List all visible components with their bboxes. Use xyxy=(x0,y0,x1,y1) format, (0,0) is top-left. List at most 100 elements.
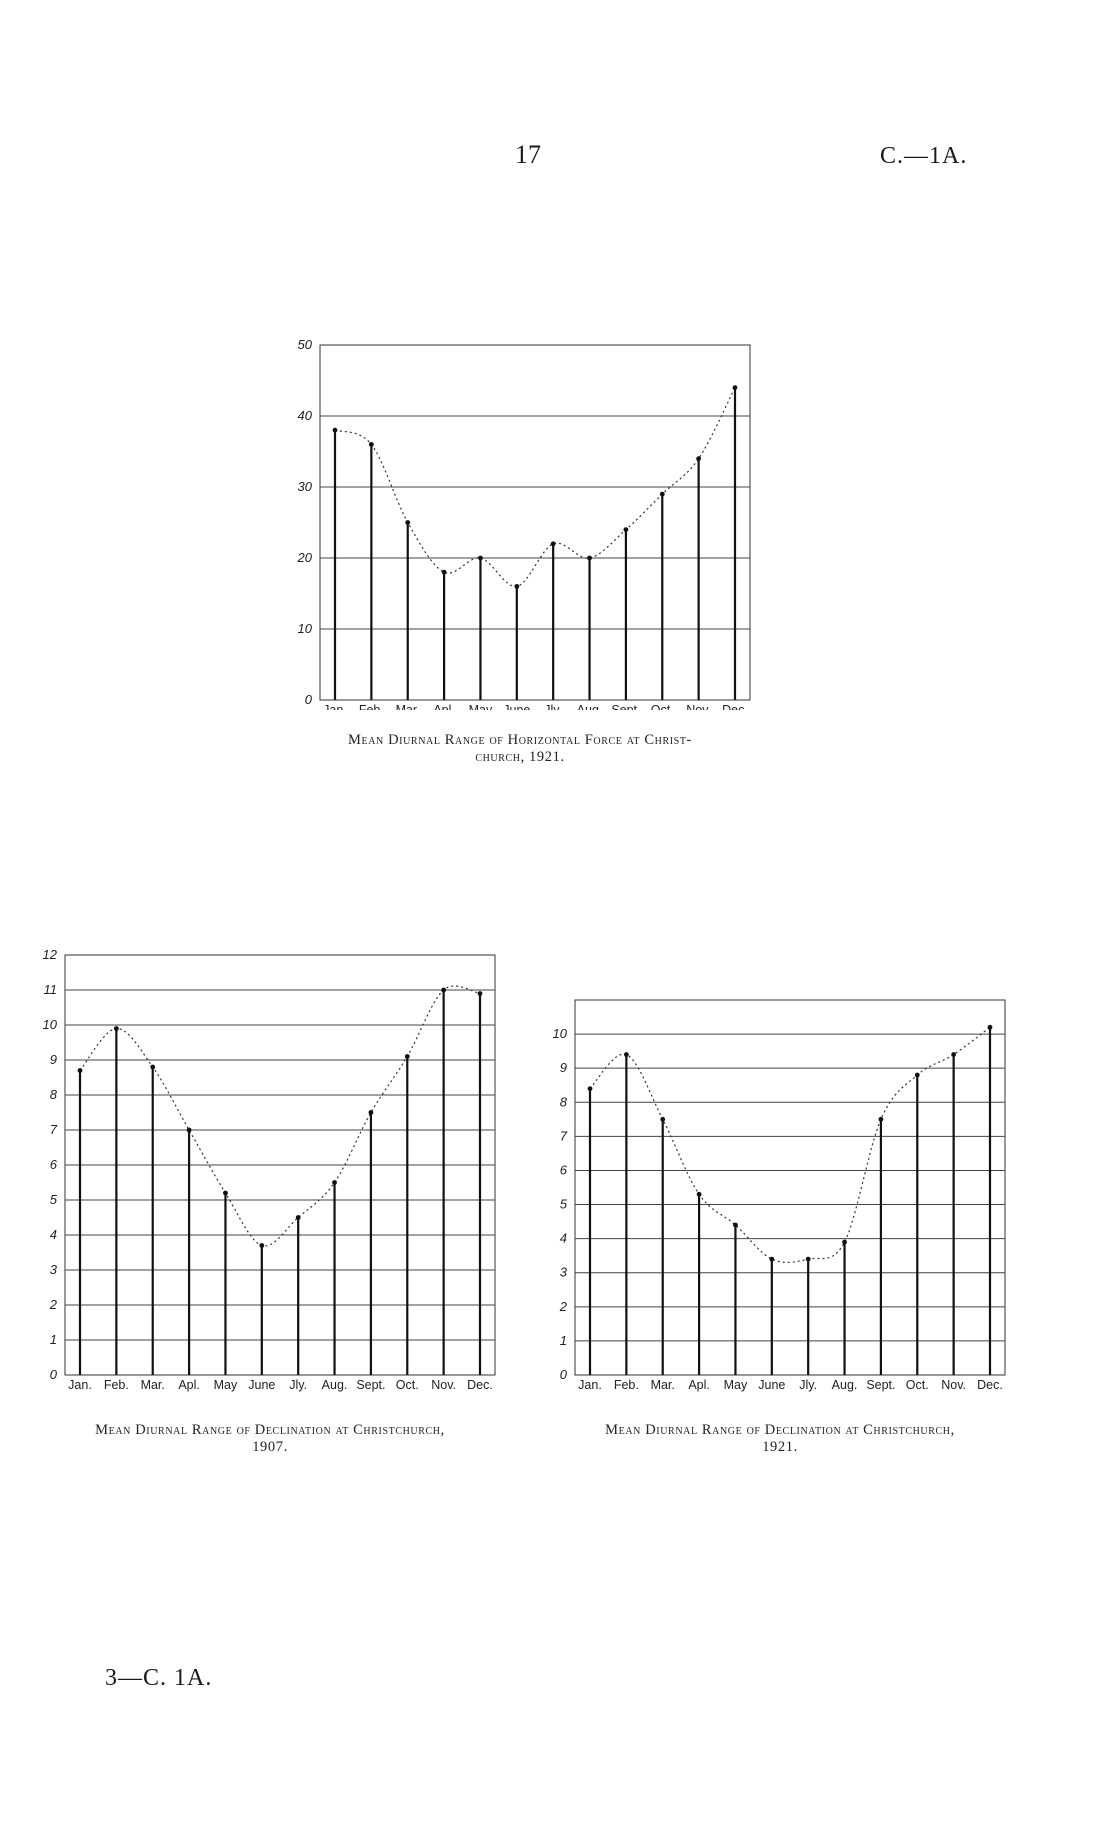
x-tick-label: June xyxy=(503,703,530,710)
data-point xyxy=(77,1068,83,1073)
x-tick-label: Apl. xyxy=(688,1378,710,1392)
chart-title-horizontal-force: Mean Diurnal Range of Horizontal Force a… xyxy=(270,732,770,766)
x-tick-label: Sept. xyxy=(866,1378,895,1392)
x-tick-label: Oct. xyxy=(906,1378,929,1392)
data-point xyxy=(914,1072,920,1078)
y-tick-label: 7 xyxy=(50,1122,58,1137)
y-tick-label: 50 xyxy=(298,337,313,352)
x-tick-label: Jly. xyxy=(289,1378,307,1392)
data-point xyxy=(987,1024,993,1030)
data-point xyxy=(514,584,520,589)
data-point xyxy=(405,520,411,525)
data-point xyxy=(878,1116,884,1122)
data-point xyxy=(368,1110,374,1115)
x-tick-label: Sept. xyxy=(356,1378,385,1392)
chart-horizontal-force-1921: 0 10 20 30 40 50 Jan. Feb. Mar. Apl. May June Jly. Au… xyxy=(297,337,751,710)
x-tick-label: May xyxy=(214,1378,238,1392)
data-point xyxy=(186,1127,192,1133)
chart-title-line1: Mean Diurnal Range of Horizontal Force a… xyxy=(348,732,692,748)
data-point xyxy=(732,385,738,390)
y-tick-label: 0 xyxy=(560,1367,568,1382)
y-tick-label: 9 xyxy=(50,1052,57,1067)
x-tick-label: Jly. xyxy=(799,1378,817,1392)
page-number: 17 xyxy=(515,140,541,169)
x-tick-label: Oct. xyxy=(651,703,674,710)
data-point xyxy=(113,1026,119,1031)
x-tick-label: Mar. xyxy=(651,1378,675,1392)
y-tick-label: 8 xyxy=(50,1087,58,1102)
x-tick-label: Dec. xyxy=(467,1378,493,1392)
data-point xyxy=(441,987,447,993)
x-tick-label: Feb. xyxy=(614,1378,639,1392)
data-point xyxy=(842,1239,847,1245)
y-tick-label: 7 xyxy=(560,1128,568,1143)
y-tick-label: 4 xyxy=(50,1227,57,1242)
y-tick-label: 12 xyxy=(43,947,58,962)
y-tick-label: 11 xyxy=(44,982,58,997)
x-tick-label: May xyxy=(724,1378,748,1392)
y-tick-label: 0 xyxy=(50,1367,58,1382)
chart-title-line1: Mean Diurnal Range of Declination at Chr… xyxy=(95,1422,445,1438)
data-point xyxy=(696,456,702,461)
y-tick-label: 0 xyxy=(305,692,313,707)
data-point xyxy=(404,1054,410,1059)
x-tick-label: Nov. xyxy=(431,1378,456,1392)
data-point xyxy=(951,1052,957,1057)
data-point xyxy=(660,1116,666,1122)
x-tick-label: Jan. xyxy=(578,1378,602,1392)
data-point xyxy=(478,555,483,561)
x-tick-label: Dec. xyxy=(977,1378,1003,1392)
chart-title-year: 1907. xyxy=(252,1439,288,1455)
chart-title-line2: church, xyxy=(475,749,525,765)
y-tick-label: 2 xyxy=(49,1297,58,1312)
data-point xyxy=(259,1243,265,1248)
data-point xyxy=(477,991,483,996)
y-tick-label: 8 xyxy=(560,1094,568,1109)
data-point xyxy=(733,1222,738,1228)
y-tick-label: 2 xyxy=(559,1299,568,1314)
x-tick-label: Aug. xyxy=(577,703,603,710)
y-tick-label: 10 xyxy=(43,1017,58,1032)
y-tick-label: 30 xyxy=(298,479,313,494)
data-point xyxy=(696,1191,702,1197)
x-tick-label: Mar. xyxy=(141,1378,165,1392)
y-tick-label: 6 xyxy=(50,1157,58,1172)
data-point xyxy=(805,1256,811,1262)
y-tick-label: 3 xyxy=(50,1262,58,1277)
data-point xyxy=(223,1190,228,1196)
y-tick-label: 1 xyxy=(50,1332,57,1347)
x-tick-label: Aug. xyxy=(322,1378,348,1392)
x-tick-label: June xyxy=(758,1378,785,1392)
x-tick-label: June xyxy=(248,1378,275,1392)
chart-title-declination-1921: Mean Diurnal Range of Declination at Chr… xyxy=(535,1422,1025,1456)
data-point xyxy=(623,1052,629,1057)
x-tick-label: Feb. xyxy=(359,703,384,710)
data-point xyxy=(368,442,374,447)
x-tick-label: Jly. xyxy=(544,703,562,710)
data-point xyxy=(332,1180,337,1185)
chart-title-year: 1921. xyxy=(529,749,565,765)
series-line xyxy=(589,1026,991,1263)
document-code: C.—1A. xyxy=(880,143,968,169)
y-tick-label: 4 xyxy=(560,1231,567,1246)
y-tick-label: 20 xyxy=(297,550,313,565)
x-tick-label: Jan. xyxy=(68,1378,92,1392)
x-tick-label: Oct. xyxy=(396,1378,419,1392)
plot-frame xyxy=(574,999,1006,1376)
x-tick-label: Jan. xyxy=(323,703,347,710)
y-tick-label: 5 xyxy=(50,1192,58,1207)
data-point xyxy=(441,569,447,575)
x-tick-label: Apl. xyxy=(178,1378,200,1392)
x-tick-label: Sept. xyxy=(611,703,640,710)
y-tick-label: 1 xyxy=(560,1333,567,1348)
data-point xyxy=(587,555,592,561)
x-tick-label: Aug. xyxy=(832,1378,858,1392)
x-tick-label: Dec. xyxy=(722,703,748,710)
chart-title-declination-1907: Mean Diurnal Range of Declination at Chr… xyxy=(25,1422,515,1456)
x-tick-label: Feb. xyxy=(104,1378,129,1392)
plot-frame xyxy=(319,344,751,701)
y-tick-label: 10 xyxy=(553,1026,568,1041)
chart-title-line1: Mean Diurnal Range of Declination at Chr… xyxy=(605,1422,955,1438)
data-point xyxy=(769,1256,775,1262)
